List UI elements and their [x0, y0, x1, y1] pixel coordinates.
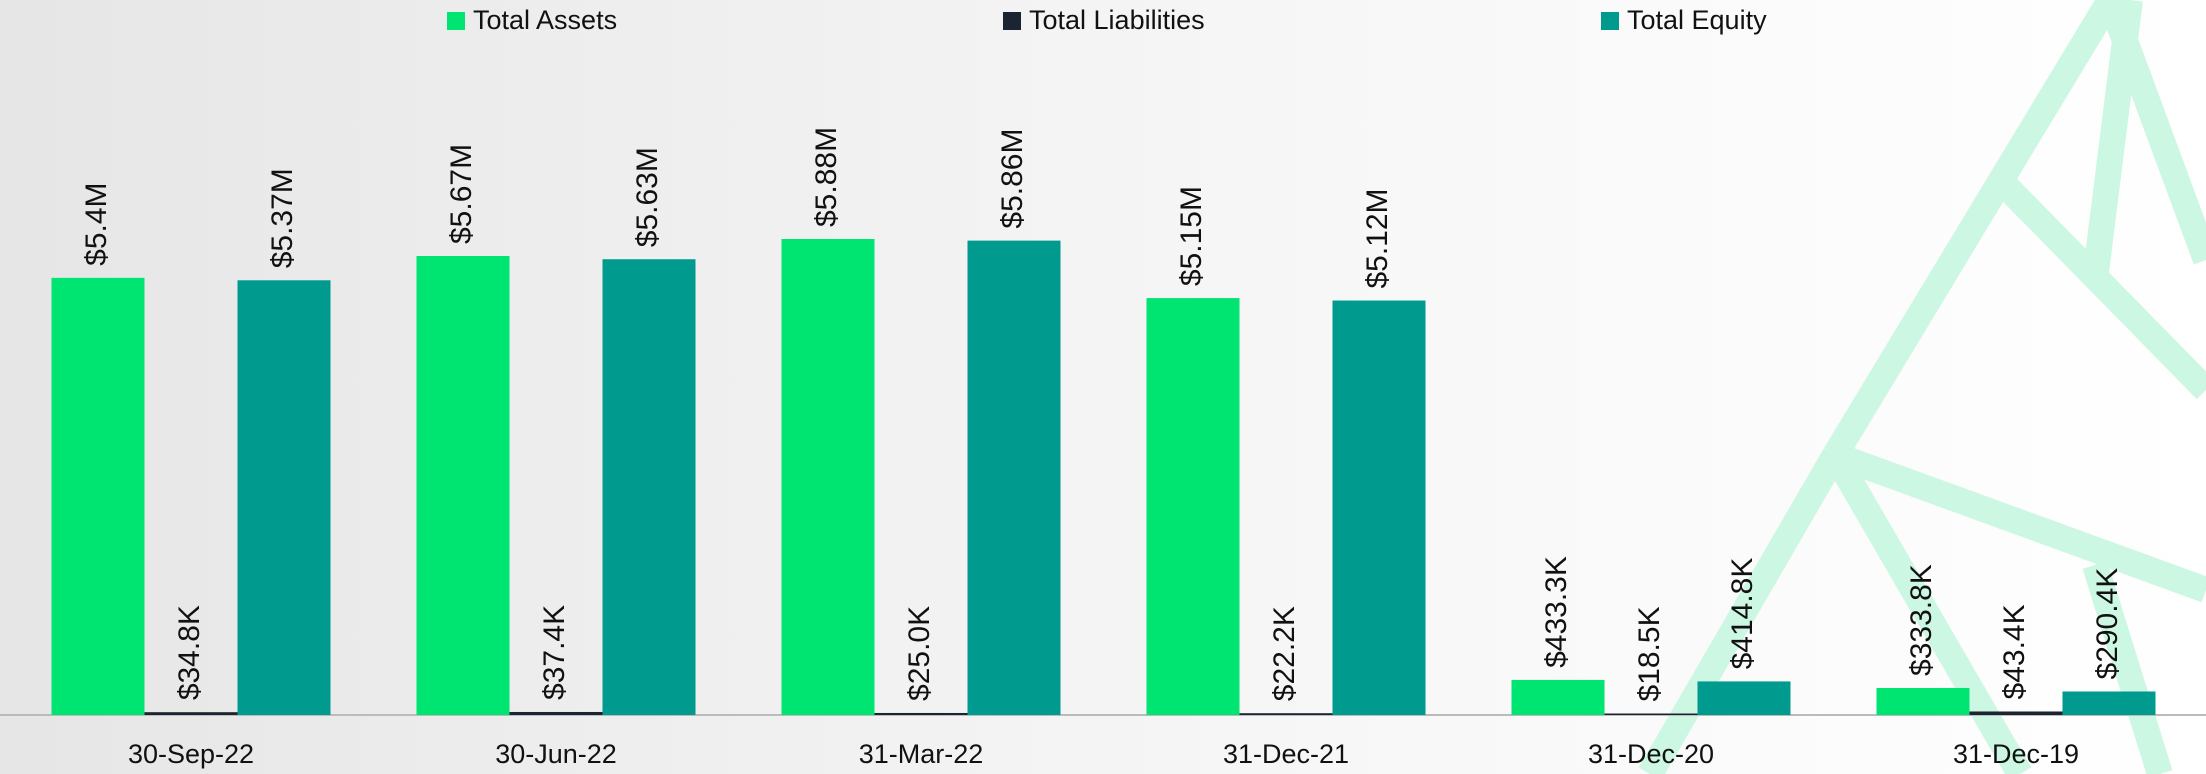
x-tick-label: 31-Dec-19	[1953, 739, 2079, 769]
value-label: $5.37M	[266, 168, 299, 268]
value-label: $333.8K	[1905, 564, 1938, 676]
value-label: $5.86M	[996, 129, 1029, 229]
value-label: $18.5K	[1633, 606, 1666, 701]
bar	[237, 280, 331, 715]
bar	[1511, 679, 1605, 715]
bar	[1146, 298, 1240, 715]
legend-label: Total Assets	[473, 5, 617, 35]
value-label: $5.63M	[631, 147, 664, 247]
legend-label: Total Liabilities	[1029, 5, 1205, 35]
x-tick-label: 31-Dec-21	[1223, 739, 1349, 769]
bar	[874, 712, 968, 715]
x-tick-label: 31-Mar-22	[859, 739, 984, 769]
bar	[509, 711, 603, 715]
legend-swatch	[447, 12, 465, 30]
x-tick-label: 30-Sep-22	[128, 739, 254, 769]
value-label: $37.4K	[538, 605, 571, 700]
value-label: $5.88M	[810, 127, 843, 227]
bar	[1332, 300, 1426, 715]
value-label: $34.8K	[173, 605, 206, 700]
bar	[1239, 713, 1333, 715]
bar	[1604, 713, 1698, 715]
x-tick-label: 31-Dec-20	[1588, 739, 1714, 769]
legend-swatch	[1003, 12, 1021, 30]
bar	[1969, 711, 2063, 715]
bar	[51, 277, 145, 715]
value-label: $22.2K	[1268, 606, 1301, 701]
bar	[781, 239, 875, 715]
bar	[967, 240, 1061, 715]
bar	[2062, 691, 2156, 715]
legend-label: Total Equity	[1627, 5, 1767, 35]
bar	[602, 259, 696, 715]
value-label: $5.12M	[1361, 188, 1394, 288]
bar	[416, 256, 510, 715]
bar	[1876, 687, 1970, 715]
value-label: $43.4K	[1998, 604, 2031, 699]
value-label: $290.4K	[2091, 568, 2124, 680]
value-label: $5.15M	[1175, 186, 1208, 286]
decoration	[1638, 0, 2206, 774]
legend-swatch	[1601, 12, 1619, 30]
value-label: $433.3K	[1540, 556, 1573, 668]
value-label: $5.4M	[80, 182, 113, 265]
value-label: $25.0K	[903, 606, 936, 701]
bar	[144, 712, 238, 715]
value-label: $414.8K	[1726, 558, 1759, 670]
x-tick-label: 30-Jun-22	[495, 739, 617, 769]
value-label: $5.67M	[445, 144, 478, 244]
bar	[1697, 681, 1791, 715]
